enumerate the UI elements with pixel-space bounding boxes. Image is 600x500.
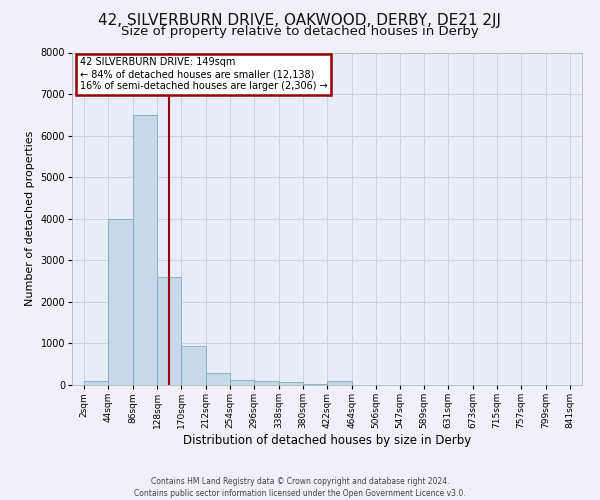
- Text: 42, SILVERBURN DRIVE, OAKWOOD, DERBY, DE21 2JJ: 42, SILVERBURN DRIVE, OAKWOOD, DERBY, DE…: [98, 12, 502, 28]
- X-axis label: Distribution of detached houses by size in Derby: Distribution of detached houses by size …: [183, 434, 471, 447]
- Bar: [157, 277, 181, 385]
- Bar: [230, 380, 254, 385]
- Y-axis label: Number of detached properties: Number of detached properties: [25, 131, 35, 306]
- Bar: [206, 372, 230, 385]
- Bar: [254, 381, 278, 385]
- Bar: [109, 219, 133, 385]
- Bar: [133, 115, 157, 385]
- Bar: [278, 382, 303, 385]
- Text: Size of property relative to detached houses in Derby: Size of property relative to detached ho…: [121, 25, 479, 38]
- Bar: [303, 384, 327, 385]
- Bar: [181, 346, 206, 385]
- Bar: [327, 381, 352, 385]
- Text: 42 SILVERBURN DRIVE: 149sqm
← 84% of detached houses are smaller (12,138)
16% of: 42 SILVERBURN DRIVE: 149sqm ← 84% of det…: [80, 58, 328, 90]
- Text: Contains HM Land Registry data © Crown copyright and database right 2024.
Contai: Contains HM Land Registry data © Crown c…: [134, 476, 466, 498]
- Bar: [84, 381, 109, 385]
